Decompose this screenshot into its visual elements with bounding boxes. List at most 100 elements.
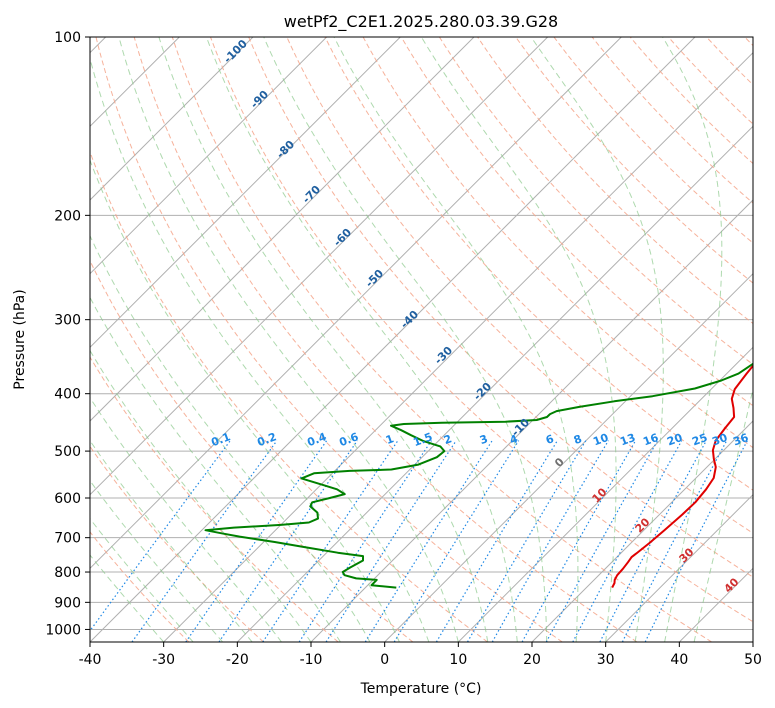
x-tick-label: 10 [449,652,467,668]
mixing-ratio-label: 13 [618,431,637,448]
y-tick-label: 100 [54,30,81,46]
mixing-ratio-label: 16 [641,431,660,449]
moist-adiabat-line [693,386,753,642]
dry-adiabat-line [90,150,488,642]
mixing-ratio-line [90,440,231,632]
x-tick-label: 20 [523,652,541,668]
mixing-ratio-label: 0.2 [255,430,278,449]
dry-adiabat-line [324,37,753,491]
mixing-ratio-label: 1 [384,432,396,447]
mixing-ratio-line [435,440,558,642]
y-tick-label: 800 [54,565,81,581]
mixing-ratio-label: 25 [690,431,709,448]
mixing-ratio-line [393,440,520,642]
mixing-ratio-label: 10 [591,431,610,449]
moist-adiabat-line [90,57,430,642]
y-tick-label: 900 [54,595,81,611]
plot-frame [89,36,754,643]
dry-adiabat-line [477,37,753,325]
mixing-ratio-label: 3 [478,432,490,447]
moist-adiabat-line [90,439,253,642]
moist-adiabat-line [420,37,617,642]
moist-adiabat-line [118,37,459,642]
mixing-ratio-line [466,440,587,642]
y-tick-label: 700 [54,531,81,547]
isotherm-line [605,493,753,642]
mixing-ratio-line [185,440,328,642]
isotherm-line [90,37,475,422]
mixing-ratio-label: 8 [572,432,584,447]
mixing-ratio-line [521,440,637,642]
dry-adiabat-line [90,356,339,642]
moist-adiabat-line [90,158,400,642]
y-tick-label: 1000 [45,622,81,638]
mixing-ratio-label: 36 [731,431,750,449]
dry-adiabat-line [286,37,753,534]
mixing-ratio-line [131,440,278,642]
tick-layer: -40 -30 -20 -10 0 10 20 30 40 5010020030040050060… [45,30,762,668]
x-tick-label: 0 [380,652,389,668]
isotherm-line [90,37,254,201]
isotherm-line [531,420,753,642]
dry-adiabat-line [438,37,753,365]
mixing-ratio-label: 0.4 [305,430,328,449]
mixing-ratio-label: 20 [665,431,684,449]
y-tick-label: 200 [54,208,81,224]
x-tick-label: -20 [226,652,249,668]
dry-adiabat-line [400,37,753,407]
moist-adiabat-line [90,554,165,642]
mixing-ratio-label: 30 [710,431,729,449]
isotherm-line [236,125,753,642]
y-tick-label: 300 [54,313,81,329]
isotherm-line [457,346,753,642]
x-tick-label: -30 [152,652,175,668]
x-axis-label: Temperature (°C) [360,681,482,697]
x-tick-label: 40 [670,652,688,668]
temperature-profile-line [611,364,753,589]
x-tick-label: -40 [79,652,102,668]
moist-adiabat-line [662,37,723,642]
mixing-ratio-label: 2 [442,432,454,447]
mixing-ratio-line [621,440,728,642]
isotherm-line [90,37,401,349]
profile-layer [204,362,753,589]
mixing-ratio-label: 1.5 [411,430,434,449]
mixing-ratio-line [644,440,748,642]
mixing-ratio-label: 0.1 [209,430,232,449]
dry-adiabat-line [90,531,190,642]
dry-adiabat-line [95,37,563,642]
dry-adiabat-line [362,37,753,449]
y-tick-label: 400 [54,387,81,403]
chart-title: wetPf2_C2E1.2025.280.03.39.G28 [284,12,558,32]
isotherm-line [90,37,696,642]
dry-adiabat-line [171,37,712,642]
dry-adiabat-line [133,37,638,642]
mixing-ratio-line [262,440,399,642]
y-tick-label: 500 [54,444,81,460]
dry-adiabat-line [210,37,753,623]
mixing-ratio-line [298,440,432,642]
mixing-ratio-label: 4 [508,432,520,447]
isotherm-line [90,37,549,496]
mixing-ratio-label: 0.6 [337,430,360,449]
y-tick-label: 600 [54,491,81,507]
mixing-ratio-label: 6 [544,432,556,447]
x-tick-label: 50 [744,652,762,668]
x-tick-label: -10 [300,652,323,668]
moist-adiabat-line [333,37,579,642]
dry-adiabat-line [248,37,753,578]
isotherm-line [90,37,328,275]
x-tick-label: 30 [597,652,615,668]
moist-adiabat-line [90,349,312,642]
moist-adiabat-line [263,37,548,642]
isotherm-line [90,37,622,570]
mixing-ratio-line [218,440,358,642]
moist-adiabat-line [90,396,282,642]
dry-adiabat-line [591,37,753,204]
moist-adiabat-line [530,37,664,642]
y-axis-label: Pressure (hPa) [12,289,28,389]
isotherm-line [384,272,753,642]
moist-adiabat-line [158,37,489,642]
dry-adiabat-line [553,37,753,244]
